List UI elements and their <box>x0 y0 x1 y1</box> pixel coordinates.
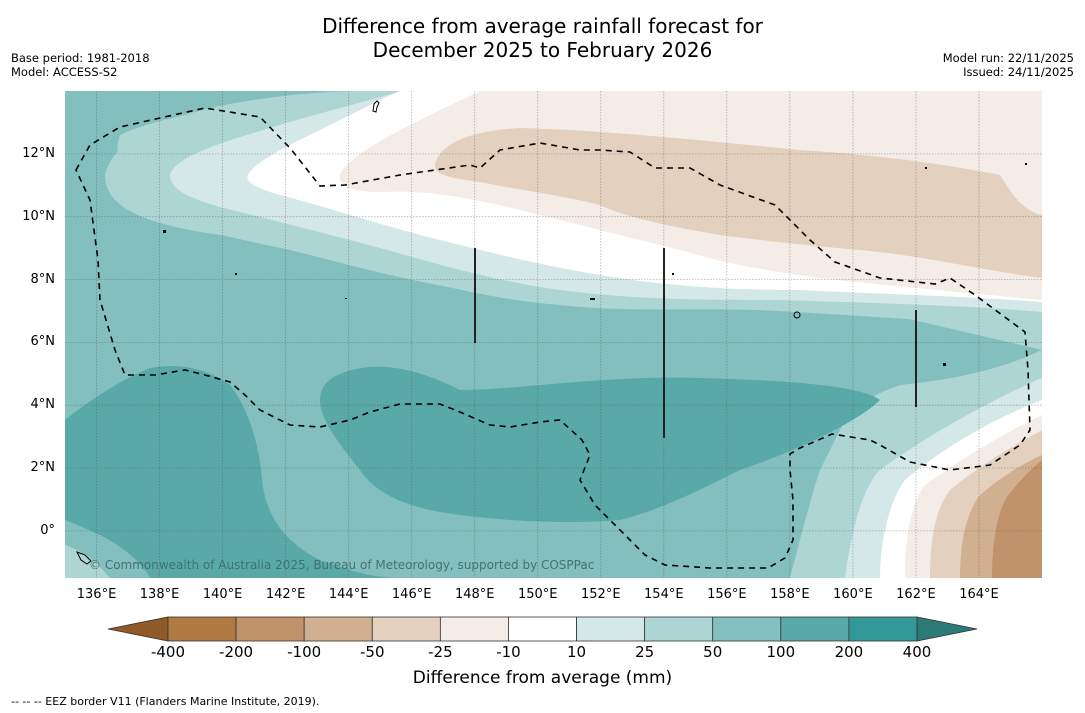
lon-tick-label: 148°E <box>454 587 495 602</box>
colorbar-tick-label: -10 <box>496 643 521 661</box>
colorbar-tick-label: 50 <box>703 643 723 661</box>
island-guam <box>372 100 380 113</box>
island-outlines <box>75 100 801 565</box>
island-dots <box>163 163 1027 366</box>
colorbar-cell <box>576 616 646 642</box>
colorbar-cell <box>371 616 441 642</box>
colorbar-tick-label: 100 <box>766 643 796 661</box>
model-run: Model run: 22/11/2025 <box>942 51 1074 65</box>
colorbar-tick-label: -200 <box>219 643 254 661</box>
colorbar-title: Difference from average (mm) <box>412 668 673 688</box>
lon-tick-label: 156°E <box>707 587 747 602</box>
lat-tick-label: 4°N <box>30 397 56 413</box>
contour-100-200-central <box>320 366 880 523</box>
eez-border <box>75 107 1031 569</box>
contour-minus50-minus25 <box>434 128 1042 278</box>
contour-minus200-minus100-se <box>992 460 1042 578</box>
colorbar-under-arrow <box>107 616 169 642</box>
issued-date: Issued: 24/11/2025 <box>963 65 1074 79</box>
contour-layer <box>65 91 1042 578</box>
lon-tick-label: 158°E <box>770 587 810 602</box>
lon-tick-label: 136°E <box>76 587 117 602</box>
title-line-2: December 2025 to February 2026 <box>372 38 713 62</box>
colorbar-cell <box>644 616 714 642</box>
island-pohnpei <box>793 311 801 319</box>
copyright-notice: © Commonwealth of Australia 2025, Bureau… <box>89 558 595 572</box>
colorbar-cell <box>167 616 237 642</box>
colorbar-tick-label: -25 <box>428 643 453 661</box>
meta-right: Model run: 22/11/2025 Issued: 24/11/2025 <box>943 51 1074 79</box>
colorbar-cell <box>303 616 373 642</box>
lat-tick-label: 12°N <box>22 145 55 161</box>
contour-100-200-west <box>65 365 400 578</box>
island-png-north <box>75 551 92 565</box>
title-line-1: Difference from average rainfall forecas… <box>322 14 763 38</box>
colorbar-over-arrow <box>916 616 978 642</box>
lon-tick-label: 146°E <box>391 587 432 602</box>
lon-tick-label: 144°E <box>328 587 369 602</box>
lat-tick-label: 2°N <box>30 460 56 476</box>
colorbar-cells <box>107 616 978 642</box>
lat-tick-label: 6°N <box>30 334 56 350</box>
colorbar-tick-label: 400 <box>902 643 932 661</box>
colorbar-cell <box>439 616 509 642</box>
meta-left: Base period: 1981-2018 Model: ACCESS-S2 <box>11 51 150 79</box>
lon-tick-label: 154°E <box>644 587 684 602</box>
colorbar-tick-label: 25 <box>635 643 655 661</box>
colorbar-tick-label: -50 <box>360 643 385 661</box>
colorbar-cell <box>848 616 918 642</box>
colorbar-tick-label: -400 <box>150 643 186 661</box>
lon-tick-label: 140°E <box>202 587 243 602</box>
colorbar-cell <box>235 616 305 642</box>
map-title: Difference from average rainfall forecas… <box>0 14 1085 62</box>
lat-tick-label: 8°N <box>30 271 56 287</box>
lat-tick-label: 0° <box>40 522 55 538</box>
lon-tick-label: 150°E <box>517 587 558 602</box>
colorbar-cell <box>508 616 577 642</box>
model-name: Model: ACCESS-S2 <box>11 65 118 79</box>
eez-footnote: -- -- -- EEZ border V11 (Flanders Marine… <box>11 695 320 708</box>
base-period: Base period: 1981-2018 <box>11 51 150 65</box>
lon-tick-label: 152°E <box>581 587 621 602</box>
lon-tick-label: 164°E <box>959 587 999 602</box>
colorbar-tick-label: 200 <box>834 643 864 661</box>
gridlines <box>65 91 1042 578</box>
lon-tick-label: 138°E <box>139 587 180 602</box>
colorbar-tick-label: -100 <box>287 643 322 661</box>
lon-tick-label: 142°E <box>265 587 306 602</box>
colorbar-cell <box>712 616 782 642</box>
colorbar-cell <box>780 616 850 642</box>
lat-tick-label: 10°N <box>22 208 55 224</box>
lon-tick-label: 162°E <box>896 587 936 602</box>
contour-25-50-sw <box>65 545 110 578</box>
colorbar-tick-label: 10 <box>566 643 587 661</box>
lon-tick-label: 160°E <box>833 587 873 602</box>
